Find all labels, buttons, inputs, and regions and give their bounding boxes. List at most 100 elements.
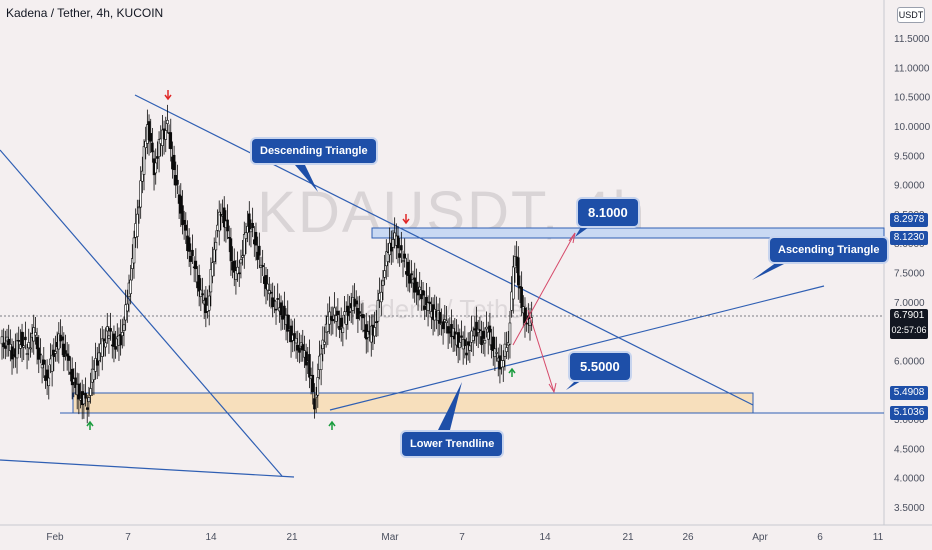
candle-down [189, 255, 193, 262]
candle-down [254, 231, 258, 246]
candle-down [20, 331, 24, 347]
candle-up [87, 397, 91, 403]
candle-up [124, 304, 127, 321]
candle-up [443, 319, 447, 322]
candle-up [383, 270, 386, 278]
candle-down [456, 332, 460, 348]
candle-up [323, 341, 326, 345]
y-tick-label: 3.5000 [894, 503, 925, 514]
candle-down [517, 257, 520, 286]
support-zone [72, 392, 754, 414]
candle-down [95, 359, 99, 366]
candle-down [10, 346, 14, 360]
candle-down [169, 132, 173, 150]
candle-up [27, 342, 31, 349]
candle-down [463, 339, 467, 347]
price-tag-last: 6.7901 02:57:06 [890, 309, 928, 339]
candle-up [34, 332, 37, 336]
candle-down [354, 300, 358, 305]
candle-up [122, 324, 126, 331]
candle-down [179, 195, 183, 214]
candle-up [511, 266, 515, 300]
label-ascending-triangle: Ascending Triangle [770, 238, 888, 262]
candle-down [85, 407, 89, 410]
candle-down [400, 245, 403, 251]
candle-up [105, 326, 109, 332]
candle-down [421, 290, 425, 296]
candle-up [142, 146, 146, 175]
candle-down [156, 156, 159, 159]
candle-up [341, 327, 345, 333]
candle-up [471, 335, 475, 341]
candle-down [480, 336, 483, 346]
candle-down [374, 321, 378, 324]
y-tick-label: 4.5000 [894, 444, 925, 455]
candle-down [525, 322, 528, 325]
candle-up [50, 354, 54, 372]
candle-down [45, 369, 49, 381]
resistance-zone [371, 227, 885, 239]
candle-down [423, 305, 427, 310]
ascending-trendline [329, 285, 825, 411]
candle-down [7, 338, 10, 346]
y-tick-label: 9.5000 [894, 151, 925, 162]
candle-up [29, 347, 32, 350]
label-target-down: 5.5000 [570, 353, 630, 380]
candle-up [241, 255, 244, 258]
arrow-up-green-1 [86, 420, 94, 430]
candle-down [396, 235, 400, 249]
candle-down [298, 347, 301, 353]
candle-up [121, 332, 124, 336]
candle-down [84, 392, 87, 399]
candle-down [229, 238, 233, 262]
candle-down [304, 351, 308, 366]
projection-down-head [548, 382, 557, 394]
candle-up [314, 394, 318, 398]
candle-down [520, 286, 523, 309]
projection-down-line [527, 309, 555, 393]
candle-down [77, 383, 81, 400]
x-tick-label: 6 [817, 532, 823, 543]
currency-unit-button[interactable]: USDT [897, 7, 925, 23]
y-tick-label: 7.5000 [894, 269, 925, 280]
candle-up [126, 303, 129, 312]
candle-up [333, 307, 336, 316]
arrow-down-red-1 [164, 90, 172, 101]
candle-down [488, 325, 492, 333]
candle-down [232, 260, 236, 273]
candle-down [112, 333, 116, 347]
y-tick-label: 5.0000 [894, 415, 925, 426]
price-tag-resistance-bottom: 8.1230 [890, 231, 928, 245]
candle-down [194, 260, 198, 270]
candle-up [209, 269, 213, 293]
candle-down [416, 290, 420, 296]
candle-down [182, 220, 186, 225]
candle-down [446, 326, 450, 334]
last-price-value: 6.7901 [893, 310, 925, 321]
y-tick-label: 9.0000 [894, 181, 925, 192]
candle-up [381, 280, 385, 286]
pointer-descending [295, 165, 318, 192]
chart-title: Kadena / Tether, 4h, KUCOIN [6, 6, 164, 20]
arrow-up-green-2 [328, 420, 336, 430]
candle-up [217, 211, 221, 232]
candle-down [271, 297, 274, 308]
candle-down [35, 337, 39, 350]
candle-down [219, 213, 223, 216]
candle-down [425, 297, 428, 306]
candle-up [131, 258, 134, 269]
candle-down [187, 237, 191, 252]
candle-down [465, 352, 468, 356]
candle-down [329, 315, 333, 321]
candle-up [510, 291, 513, 311]
candle-up [234, 270, 238, 280]
price-axis: 3.50004.00004.50005.00005.50006.00006.50… [894, 34, 931, 514]
candle-up [344, 311, 348, 325]
candle-down [346, 305, 350, 316]
channel-line-upper [0, 149, 283, 477]
descending-trendline [134, 94, 754, 406]
candle-up [334, 315, 338, 322]
candle-down [176, 179, 179, 185]
